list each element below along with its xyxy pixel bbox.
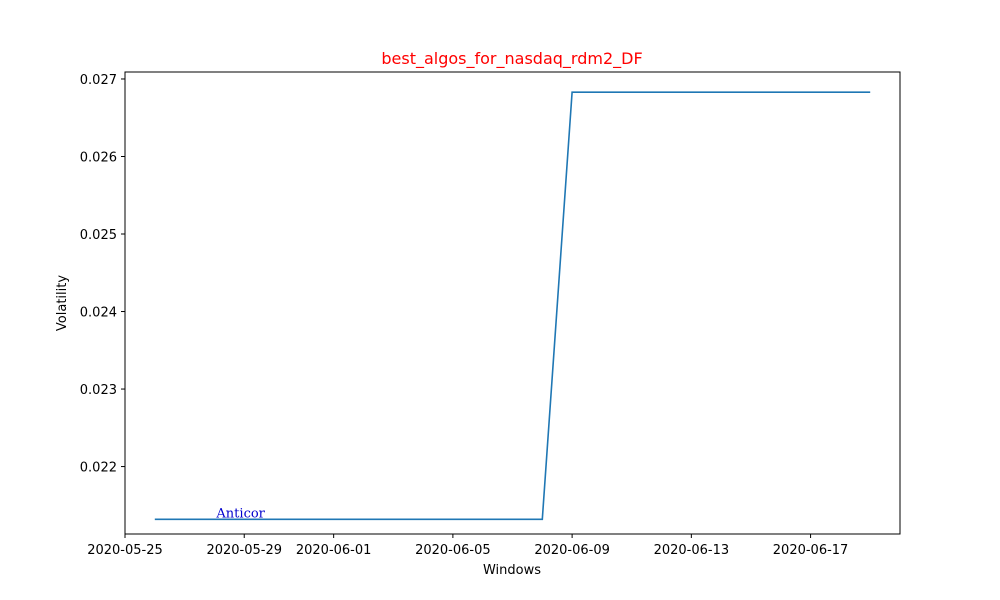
x-tick-label: 2020-06-13 <box>654 543 730 558</box>
y-axis-ticks: 0.022 0.023 0.024 0.025 0.026 0.027 <box>80 73 125 476</box>
axes-frame <box>124 71 901 535</box>
y-tick-label: 0.025 <box>80 228 117 243</box>
plot-area <box>124 71 901 535</box>
x-tick-label: 2020-05-29 <box>206 543 282 558</box>
x-tick-label: 2020-06-05 <box>415 543 491 558</box>
y-tick-label: 0.027 <box>80 73 117 88</box>
x-tick-label: 2020-05-25 <box>87 543 163 558</box>
series-line <box>154 91 871 521</box>
y-tick-label: 0.026 <box>80 150 117 165</box>
x-axis-ticks: 2020-05-25 2020-05-29 2020-06-01 2020-06-05… <box>87 534 848 558</box>
y-axis-label: Volatility <box>55 275 70 331</box>
series-annotation: Anticor <box>215 506 265 521</box>
y-tick-label: 0.024 <box>80 306 117 321</box>
y-tick-label: 0.023 <box>80 383 117 398</box>
y-tick-label: 0.022 <box>80 461 117 476</box>
x-tick-label: 2020-06-09 <box>534 543 610 558</box>
x-tick-label: 2020-06-01 <box>296 543 372 558</box>
x-tick-label: 2020-06-17 <box>773 543 849 558</box>
annotations: Anticor <box>215 506 265 521</box>
chart-title: best_algos_for_nasdaq_rdm2_DF <box>381 49 642 69</box>
x-axis-label: Windows <box>483 563 541 578</box>
